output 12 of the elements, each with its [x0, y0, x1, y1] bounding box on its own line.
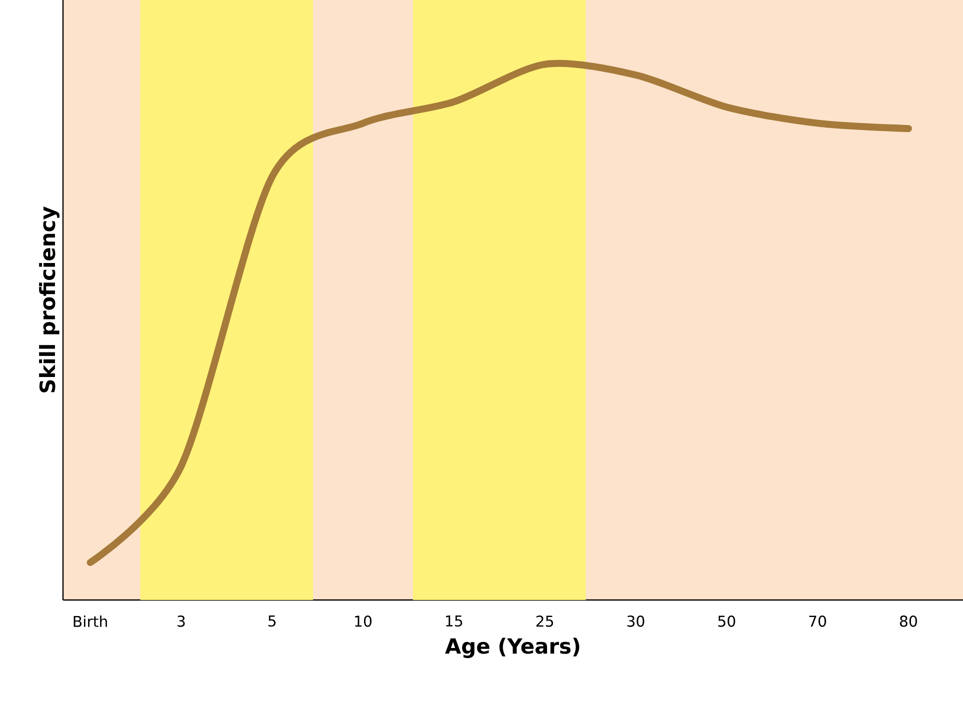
x-tick-label: 80 — [900, 616, 917, 627]
y-axis-title: Skill proficiency — [39, 206, 60, 392]
x-tick-label: 70 — [809, 616, 826, 627]
x-tick-label: 50 — [718, 616, 736, 627]
x-tick-label: 10 — [355, 616, 372, 627]
x-tick-label: 15 — [446, 616, 462, 627]
x-axis-title: Age (Years) — [445, 638, 580, 658]
x-tick-label: 3 — [178, 616, 185, 627]
x-tick-label: Birth — [74, 616, 107, 627]
x-tick-label: 25 — [536, 616, 554, 627]
x-tick-label: 30 — [627, 616, 644, 627]
x-tick-label: 5 — [268, 616, 276, 627]
